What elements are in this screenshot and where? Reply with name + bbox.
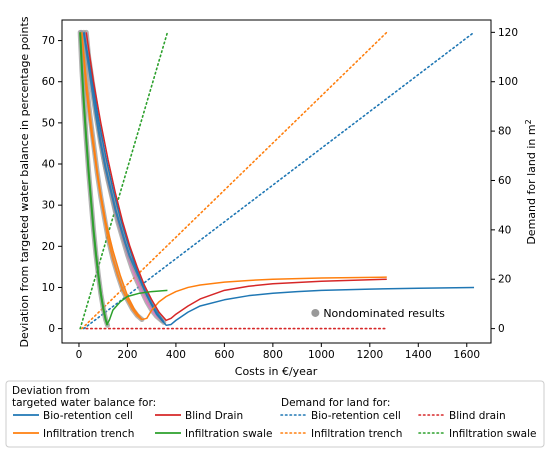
y-left-tick-label: 70 [42,35,55,47]
x-tick-label: 400 [166,349,186,361]
y-left-tick-label: 30 [42,200,55,212]
x-tick-label: 1000 [308,349,335,361]
deviation-line-infiltration-trench [81,32,387,321]
y-right-tick-label: 60 [498,175,511,187]
deviation-line-infiltration-swale [79,32,168,326]
y-left-tick-label: 50 [42,117,55,129]
y-right-tick-label: 0 [498,323,505,335]
y-axis-right-label-sup: 2 [524,119,533,124]
legend-label-group2-bio-retention-cell: Bio-retention cell [311,410,401,422]
deviation-line-blind-drain [85,32,387,322]
legend-group1-title-line2: targeted water balance for: [12,397,156,409]
annotation-nondominated: Nondominated results [323,307,445,320]
deviation-line-bio-retention-cell [83,32,475,327]
x-tick-label: 1400 [405,349,432,361]
nondominated-marker [311,308,320,317]
x-tick-label: 600 [214,349,234,361]
legend-label-group2-infiltration-trench: Infiltration trench [311,428,402,440]
y-axis-right-label-base: Demand for land in m [525,124,538,244]
x-tick-label: 800 [263,349,283,361]
y-left-tick-label: 10 [42,282,55,294]
y-left-tick-label: 60 [42,76,55,88]
legend-label-group2-infiltration-swale: Infiltration swale [449,428,536,440]
legend-label-group1-infiltration-trench: Infiltration trench [43,428,134,440]
y-axis-right: 0 20 40 60 80 100 120 [491,27,518,335]
y-left-tick-label: 40 [42,159,55,171]
plot-layer [77,29,475,330]
land-demand-line-infiltration-trench [81,31,388,330]
legend-label-group1-blind-drain: Blind Drain [185,410,243,422]
y-left-tick-label: 0 [48,323,55,335]
y-axis-right-label: Demand for land in m2 [524,119,538,244]
y-right-tick-label: 40 [498,224,511,236]
legend-box [5,380,545,448]
legend-group1-title-line1: Deviation from [12,385,90,397]
y-right-tick-label: 20 [498,274,511,286]
land-demand-line-bio-retention-cell [83,31,475,330]
legend: Deviation from targeted water balance fo… [5,380,545,448]
y-right-tick-label: 120 [498,27,518,39]
nondominated-band-core [80,32,143,321]
x-tick-label: 200 [117,349,137,361]
x-tick-label: 0 [76,349,83,361]
y-left-tick-label: 20 [42,241,55,253]
legend-label-group1-infiltration-swale: Infiltration swale [185,428,272,440]
x-axis: 0 200 400 600 800 1000 1200 1400 1600 [76,343,480,361]
y-axis-left-label: Deviation from targeted water balance in… [18,16,31,347]
legend-group2-title: Demand for land for: [281,397,390,409]
legend-label-group1-bio-retention-cell: Bio-retention cell [43,410,133,422]
legend-entries: Bio-retention cell Blind Drain Infiltratio… [13,410,536,440]
y-right-tick-label: 80 [498,126,511,138]
x-tick-label: 1600 [453,349,480,361]
y-right-tick-label: 100 [498,76,518,88]
x-tick-label: 1200 [356,349,383,361]
plot-frame [61,19,492,344]
legend-label-group2-blind-drain: Blind drain [449,410,506,422]
x-axis-label: Costs in €/year [235,365,318,378]
land-demand-line-infiltration-swale [79,31,169,330]
y-axis-left: 0 10 20 30 40 50 60 70 [42,35,62,335]
